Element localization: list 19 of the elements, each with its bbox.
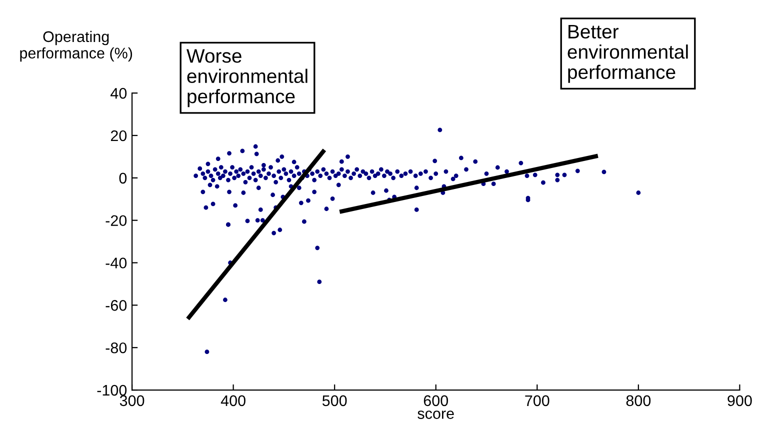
y-tick-label: -20 [106, 215, 127, 226]
y-tick-label: -40 [106, 258, 127, 268]
x-tick-label: 700 [525, 395, 550, 406]
y-tick-label: -100 [97, 384, 127, 396]
x-tick-label: 400 [220, 395, 246, 406]
x-tick-label: 300 [120, 395, 144, 406]
y-tick-label: 20 [110, 130, 127, 142]
y-tick-label: -80 [106, 342, 127, 354]
y-tick-label: 40 [110, 88, 127, 99]
y-tick-label: 0 [119, 172, 127, 184]
x-tick-label: 600 [424, 395, 448, 406]
x-axis-title: score [418, 410, 454, 419]
x-tick-label: 900 [728, 395, 752, 406]
x-tick-label: 800 [626, 395, 651, 406]
annotation: Worse environmental performance [186, 49, 308, 108]
y-tick-label: -60 [106, 300, 127, 311]
text: Better environmental performance [568, 24, 688, 83]
y-axis-title: Operating performance (%) [20, 30, 132, 62]
x-tick-label: 500 [322, 395, 347, 406]
